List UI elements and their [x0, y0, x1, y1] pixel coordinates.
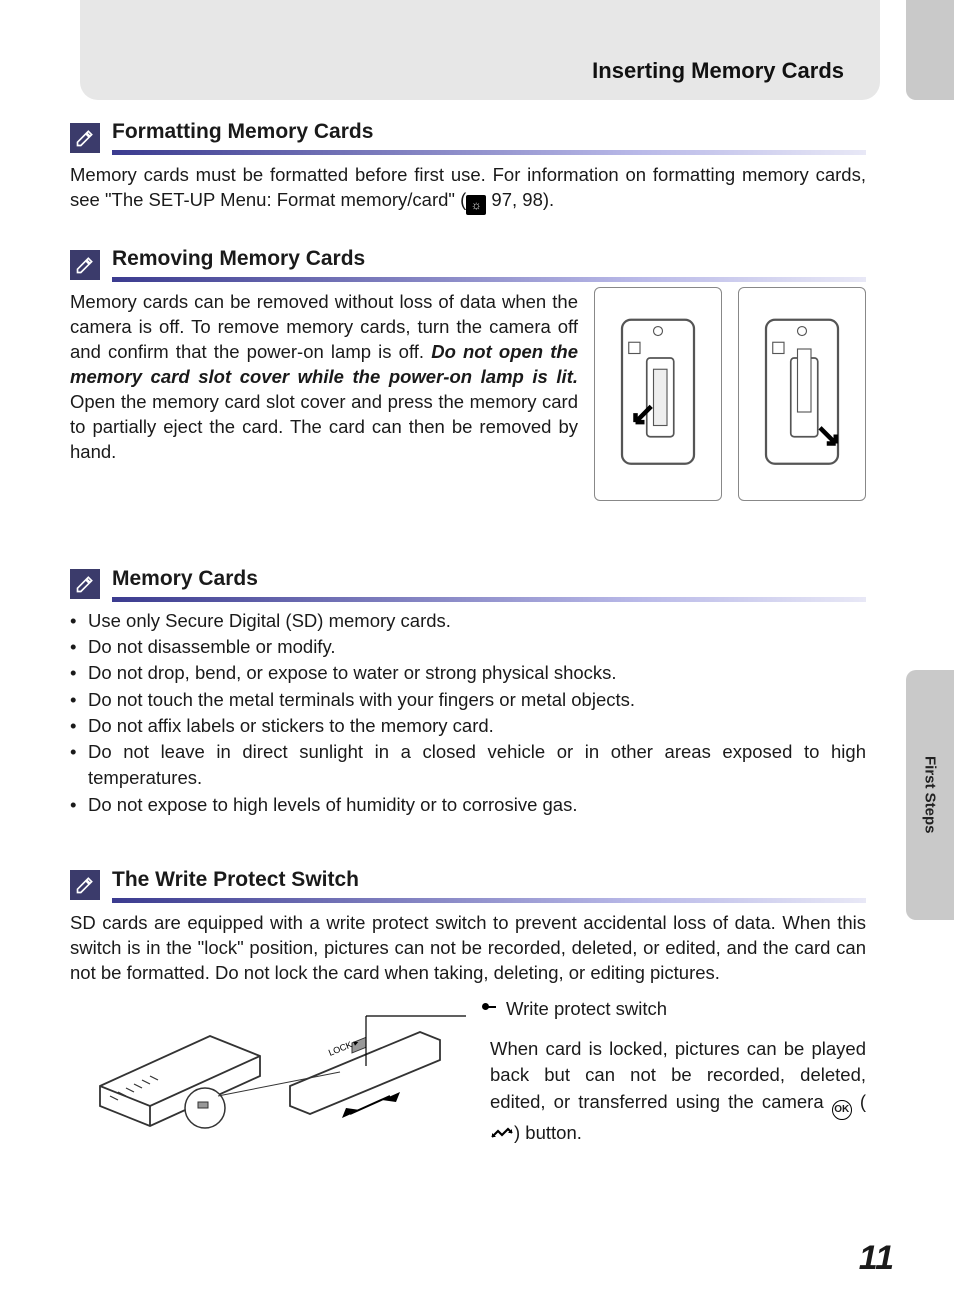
- bullet-item: Use only Secure Digital (SD) memory card…: [70, 608, 866, 634]
- bullet-item: Do not affix labels or stickers to the m…: [70, 713, 866, 739]
- sd-card-illustration: LOCK ▸: [70, 996, 470, 1156]
- bullet-item: Do not touch the metal terminals with yo…: [70, 687, 866, 713]
- camera-figures: [594, 287, 866, 501]
- note-pencil-icon: [70, 569, 100, 599]
- bullet-item: Do not expose to high levels of humidity…: [70, 792, 866, 818]
- section-write-protect: The Write Protect Switch SD cards are eq…: [70, 868, 866, 1156]
- bullet-item: Do not disassemble or modify.: [70, 634, 866, 660]
- section-underline: [112, 597, 866, 602]
- svg-text:LOCK ▸: LOCK ▸: [327, 1036, 360, 1057]
- camera-illustration-press: [594, 287, 722, 501]
- write-protect-text: SD cards are equipped with a write prote…: [70, 911, 866, 986]
- note-pencil-icon: [70, 250, 100, 280]
- thumb-tab-label: First Steps: [922, 756, 939, 834]
- note-pencil-icon: [70, 123, 100, 153]
- bullet-item: Do not leave in direct sunlight in a clo…: [70, 739, 866, 792]
- figure-callout-label: Write protect switch: [490, 996, 866, 1022]
- text-fragment: Open the memory card slot cover and pres…: [70, 391, 578, 462]
- text-fragment: (: [852, 1091, 866, 1112]
- transfer-icon: [490, 1122, 514, 1148]
- section-title: Formatting Memory Cards: [112, 120, 866, 144]
- section-removing: Removing Memory Cards Memory cards can b…: [70, 247, 866, 465]
- section-memory-cards: Memory Cards Use only Secure Digital (SD…: [70, 567, 866, 818]
- note-pencil-icon: [70, 870, 100, 900]
- section-formatting: Formatting Memory Cards Memory cards mus…: [70, 120, 866, 215]
- text-fragment: When card is locked, pictures can be pla…: [490, 1038, 866, 1112]
- text-fragment: ) button.: [514, 1122, 582, 1143]
- section-title: The Write Protect Switch: [112, 868, 866, 892]
- section-underline: [112, 277, 866, 282]
- section-underline: [112, 150, 866, 155]
- formatting-text: Memory cards must be formatted before fi…: [70, 163, 866, 215]
- section-title: Memory Cards: [112, 567, 866, 591]
- page-content: Formatting Memory Cards Memory cards mus…: [70, 120, 866, 1170]
- page-title: Inserting Memory Cards: [592, 58, 844, 84]
- section-title: Removing Memory Cards: [112, 247, 866, 271]
- page-number: 11: [859, 1239, 894, 1278]
- memory-cards-bullets: Use only Secure Digital (SD) memory card…: [70, 608, 866, 818]
- section-underline: [112, 898, 866, 903]
- write-protect-side-text: Write protect switch When card is locked…: [490, 996, 866, 1148]
- write-protect-figure-row: LOCK ▸ Write prot: [70, 996, 866, 1156]
- removing-text: Memory cards can be removed without loss…: [70, 290, 578, 465]
- text-fragment: 97, 98).: [486, 189, 554, 210]
- reference-icon: ☼: [466, 195, 486, 215]
- ok-button-icon: OK: [832, 1100, 852, 1120]
- thumb-tab-first-steps: First Steps: [906, 670, 954, 920]
- camera-illustration-eject: [738, 287, 866, 501]
- page-header: Inserting Memory Cards: [80, 0, 880, 100]
- thumb-tab-top: [906, 0, 954, 100]
- bullet-item: Do not drop, bend, or expose to water or…: [70, 660, 866, 686]
- manual-page: First Steps Inserting Memory Cards Forma…: [0, 0, 954, 1314]
- locked-card-text: When card is locked, pictures can be pla…: [490, 1036, 866, 1148]
